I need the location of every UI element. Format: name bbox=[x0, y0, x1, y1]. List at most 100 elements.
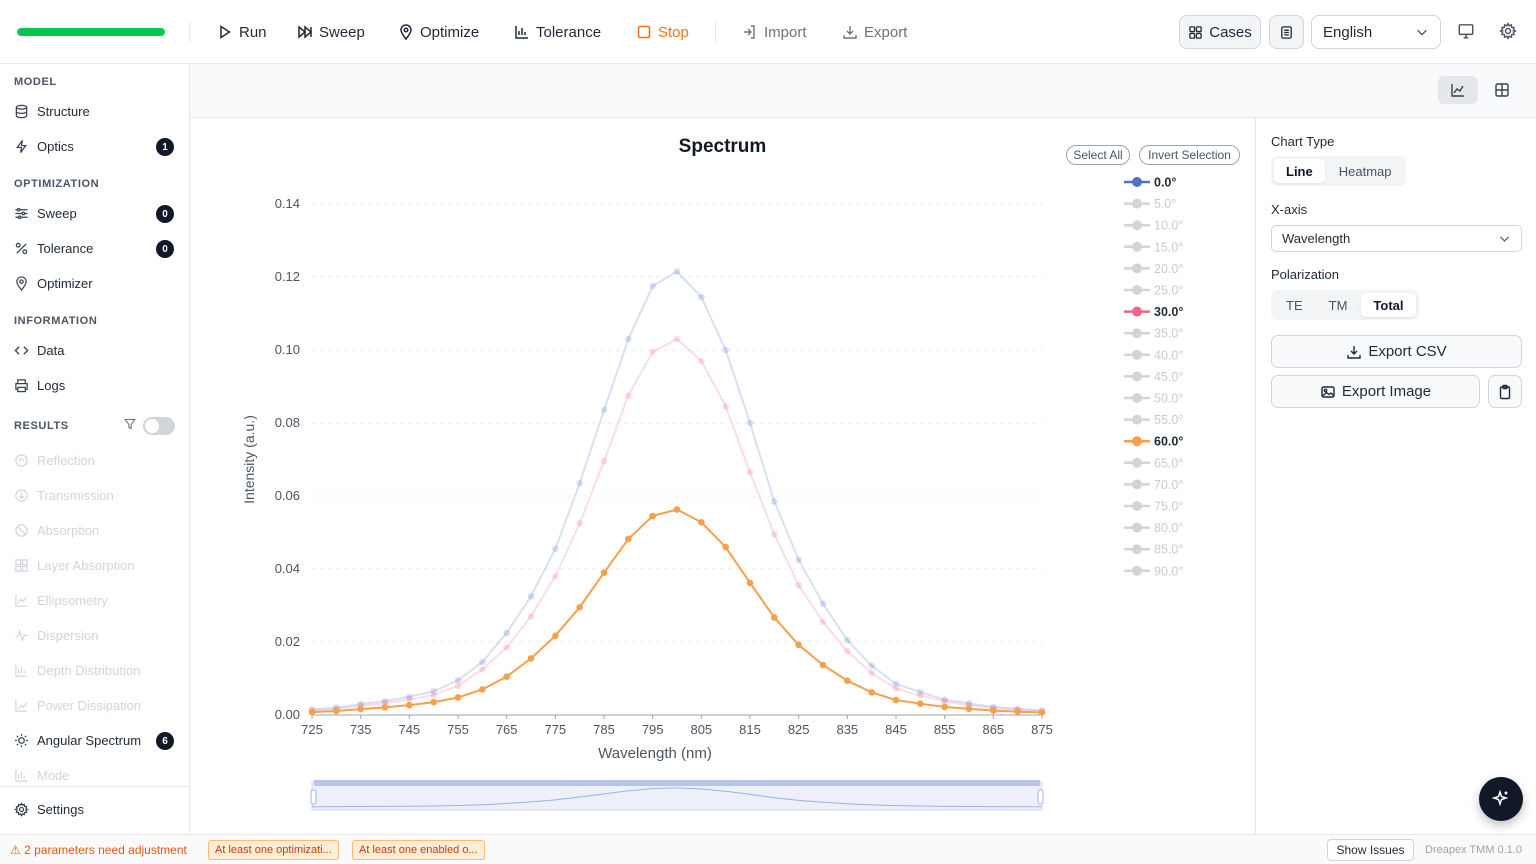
xaxis-select[interactable]: Wavelength bbox=[1271, 225, 1522, 252]
sidebar-item-reflection[interactable]: Reflection bbox=[14, 448, 176, 472]
legend-marker bbox=[1132, 414, 1142, 425]
data-point bbox=[917, 700, 924, 707]
grid-icon bbox=[1189, 25, 1203, 39]
show-issues-button[interactable]: Show Issues bbox=[1327, 839, 1414, 861]
cases-button[interactable]: Cases bbox=[1179, 15, 1261, 49]
legend-marker bbox=[1132, 328, 1142, 339]
warning-chip[interactable]: At least one enabled o... bbox=[352, 840, 485, 860]
sidebar-item-settings[interactable]: Settings bbox=[14, 797, 176, 821]
polarization-switch: TE TM Total bbox=[1271, 290, 1419, 320]
data-point bbox=[1038, 709, 1046, 716]
sidebar-item-transmission[interactable]: Transmission bbox=[14, 483, 176, 507]
x-tick-label: 795 bbox=[642, 722, 664, 737]
run-button[interactable]: Run bbox=[217, 20, 267, 44]
x-tick-label: 745 bbox=[398, 722, 420, 737]
polarization-te[interactable]: TE bbox=[1286, 297, 1303, 313]
data-point bbox=[527, 655, 535, 662]
data-point bbox=[917, 692, 924, 699]
gear-icon[interactable] bbox=[1499, 22, 1517, 40]
chart-type-line[interactable]: Line bbox=[1274, 159, 1325, 183]
section-label-optimization: OPTIMIZATION bbox=[14, 178, 100, 190]
copy-image-button[interactable] bbox=[1488, 375, 1522, 408]
sidebar-item-structure[interactable]: Structure bbox=[14, 99, 176, 123]
spectrum-chart[interactable]: 0.00 0.02 0.04 0.06 0.08 0.10 0.12 0.14 725 735 74… bbox=[190, 118, 1255, 834]
data-point bbox=[552, 632, 559, 640]
notes-button[interactable] bbox=[1269, 15, 1304, 49]
view-switch bbox=[1438, 76, 1524, 106]
sidebar-item-absorption[interactable]: Absorption bbox=[14, 518, 176, 542]
sweep-button[interactable]: Sweep bbox=[297, 20, 365, 44]
stop-label: Stop bbox=[658, 23, 689, 41]
warning-chip[interactable]: At least one optimizati... bbox=[208, 840, 339, 860]
table-view-button[interactable] bbox=[1482, 76, 1522, 104]
stop-button[interactable]: Stop bbox=[636, 20, 689, 44]
sidebar-item-sweep[interactable]: Sweep 0 bbox=[14, 201, 176, 225]
data-point bbox=[479, 666, 486, 673]
sidebar-item-ellipsometry[interactable]: Ellipsometry bbox=[14, 588, 176, 612]
sidebar-item-data[interactable]: Data bbox=[14, 338, 176, 362]
chart-type-switch: Line Heatmap bbox=[1271, 156, 1407, 186]
zoom-preview-line bbox=[311, 787, 1043, 808]
toolbar-divider bbox=[189, 22, 190, 42]
cases-label: Cases bbox=[1209, 23, 1252, 41]
chart-type-heatmap[interactable]: Heatmap bbox=[1338, 163, 1392, 179]
sidebar-item-angular-spectrum[interactable]: Angular Spectrum 6 bbox=[14, 728, 176, 752]
sidebar-item-optimizer[interactable]: Optimizer bbox=[14, 271, 176, 295]
sidebar-item-layer-absorption[interactable]: Layer Absorption bbox=[14, 553, 176, 577]
y-tick-label: 0.00 bbox=[275, 707, 300, 722]
legend-marker bbox=[1132, 177, 1142, 187]
sidebar-item-logs[interactable]: Logs bbox=[14, 373, 176, 397]
polarization-tm[interactable]: TM bbox=[1328, 297, 1348, 313]
data-point bbox=[771, 531, 778, 538]
legend-marker bbox=[1132, 393, 1142, 403]
data-point bbox=[552, 573, 559, 580]
legend-label: 90.0° bbox=[1154, 564, 1183, 578]
sidebar-item-tolerance[interactable]: Tolerance 0 bbox=[14, 236, 176, 260]
export-button[interactable]: Export bbox=[842, 20, 907, 44]
data-point bbox=[844, 636, 851, 644]
select-all-button[interactable]: Select All bbox=[1066, 145, 1130, 165]
legend-marker bbox=[1132, 544, 1142, 555]
import-button[interactable]: Import bbox=[742, 20, 807, 44]
x-axis-title: Wavelength (nm) bbox=[598, 745, 712, 762]
chart-view-button[interactable] bbox=[1438, 76, 1478, 104]
data-point bbox=[990, 707, 997, 714]
data-point bbox=[795, 641, 802, 649]
polarization-total[interactable]: Total bbox=[1361, 293, 1416, 317]
results-filter-toggle[interactable] bbox=[143, 417, 175, 435]
data-point bbox=[722, 543, 729, 551]
invert-selection-button[interactable]: Invert Selection bbox=[1139, 145, 1240, 165]
legend-marker bbox=[1132, 436, 1142, 447]
tolerance-button[interactable]: Tolerance bbox=[514, 20, 601, 44]
optimize-button[interactable]: Optimize bbox=[398, 20, 479, 44]
x-tick-label: 805 bbox=[690, 722, 712, 737]
x-tick-label: 865 bbox=[982, 722, 1004, 737]
data-point bbox=[430, 687, 437, 695]
data-point bbox=[771, 614, 778, 621]
fast-forward-icon bbox=[298, 25, 313, 39]
data-point bbox=[941, 703, 948, 711]
data-point bbox=[600, 406, 608, 414]
sidebar-item-power-dissipation[interactable]: Power Dissipation bbox=[14, 693, 176, 717]
sidebar-item-dispersion[interactable]: Dispersion bbox=[14, 623, 176, 647]
status-bar: ⚠ 2 parameters need adjustment At least … bbox=[0, 834, 1536, 864]
assistant-button[interactable] bbox=[1479, 777, 1523, 821]
legend-label: 80.0° bbox=[1154, 521, 1183, 535]
legend-label: 20.0° bbox=[1154, 262, 1183, 276]
sidebar-item-optics[interactable]: Optics 1 bbox=[14, 134, 176, 158]
export-csv-button[interactable]: Export CSV bbox=[1271, 335, 1522, 368]
version-text: Dreapex TMM 0.1.0 bbox=[1425, 844, 1523, 856]
data-point bbox=[406, 696, 413, 703]
data-point bbox=[552, 545, 559, 553]
sidebar-item-depth-distribution[interactable]: Depth Distribution bbox=[14, 658, 176, 682]
filter-icon[interactable] bbox=[124, 418, 136, 430]
data-point bbox=[698, 293, 705, 301]
legend-marker bbox=[1132, 371, 1142, 382]
export-image-button[interactable]: Export Image bbox=[1271, 375, 1480, 408]
monitor-icon[interactable] bbox=[1457, 22, 1475, 40]
legend-label: 0.0° bbox=[1154, 176, 1176, 190]
language-select[interactable]: English bbox=[1311, 15, 1441, 49]
x-tick-label: 735 bbox=[350, 722, 372, 737]
sidebar-item-mode[interactable]: Mode bbox=[14, 763, 176, 787]
legend-marker bbox=[1132, 306, 1142, 317]
